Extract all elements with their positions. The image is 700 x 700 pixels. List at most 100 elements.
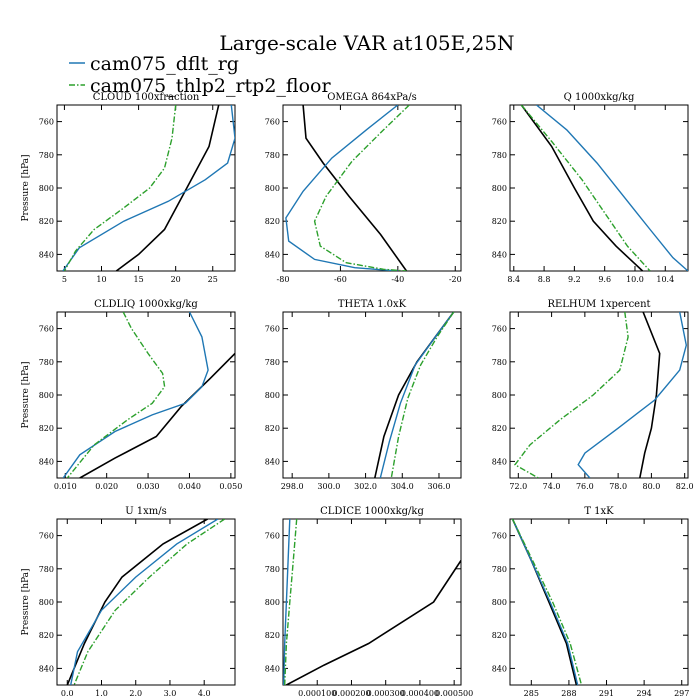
y-tick-label: 800 <box>265 184 280 193</box>
series-line-blue <box>285 105 399 271</box>
series-line-green <box>520 105 651 271</box>
series-line-black <box>66 519 208 685</box>
legend-label-thlp2: cam075_thlp2_rtp2_floor <box>90 75 331 97</box>
x-tick-label: 0.000300 <box>367 689 405 698</box>
x-tick-label: 0.000200 <box>332 689 370 698</box>
series-line-blue <box>577 312 688 478</box>
x-tick-label: 10 <box>96 275 106 284</box>
series-line-green <box>73 519 226 685</box>
x-tick-label: 294 <box>636 689 651 698</box>
y-tick-label: 760 <box>39 325 54 334</box>
panel-title: Q 1000xkg/kg <box>564 92 635 103</box>
panel-frame <box>509 518 689 686</box>
panel-grid: CLOUD 100xfraction 760 780 800 820 840 5 10 15 20… <box>21 92 694 698</box>
y-axis-label: Pressure [hPa] <box>21 568 31 635</box>
y-tick-label: 780 <box>265 358 280 367</box>
x-tick-label: 15 <box>133 275 143 284</box>
y-tick-label: 780 <box>265 151 280 160</box>
x-tick-label: 80.0 <box>642 482 660 491</box>
y-axis-label: Pressure [hPa] <box>21 154 31 221</box>
series-line-blue <box>70 519 219 685</box>
y-tick-label: 820 <box>492 217 507 226</box>
y-tick-label: 760 <box>265 118 280 127</box>
x-tick-label: 306.0 <box>428 482 451 491</box>
panel-6: RELHUM 1xpercent 760 780 800 820 840 72.0 74.0 7… <box>492 299 694 491</box>
series-line-black <box>639 312 661 478</box>
x-tick-label: 8.8 <box>538 275 551 284</box>
series-line-blue <box>379 312 455 478</box>
x-tick-label: 285 <box>524 689 539 698</box>
series-line-green <box>63 105 177 271</box>
y-tick-label: 800 <box>492 598 507 607</box>
y-tick-label: 800 <box>265 391 280 400</box>
x-tick-label: 0.020 <box>95 482 118 491</box>
series-line-green <box>66 312 166 478</box>
y-tick-label: 780 <box>492 358 507 367</box>
series-line-green <box>390 312 455 478</box>
panel-title: OMEGA 864xPa/s <box>327 92 417 103</box>
panel-4: CLDLIQ 1000xkg/kg 760 780 800 820 840 0.010 0.0… <box>21 299 242 491</box>
x-tick-label: 76.0 <box>576 482 594 491</box>
y-tick-label: 820 <box>39 217 54 226</box>
y-tick-label: 840 <box>39 457 54 466</box>
figure-title: Large-scale VAR at105E,25N <box>219 31 514 55</box>
series-line-green <box>313 105 410 271</box>
y-tick-label: 800 <box>39 184 54 193</box>
x-tick-label: 0.000500 <box>435 689 473 698</box>
x-tick-label: 5 <box>62 275 67 284</box>
x-tick-label: 2.0 <box>129 689 142 698</box>
y-tick-label: 780 <box>39 565 54 574</box>
series-line-blue <box>62 312 209 478</box>
y-tick-label: 820 <box>265 424 280 433</box>
panel-title: RELHUM 1xpercent <box>547 299 650 310</box>
y-tick-label: 820 <box>492 424 507 433</box>
x-tick-label: -80 <box>277 275 290 284</box>
panel-frame <box>509 104 689 272</box>
y-tick-label: 800 <box>492 184 507 193</box>
series-line-blue <box>62 105 235 271</box>
panel-1: CLOUD 100xfraction 760 780 800 820 840 5 10 15 20… <box>21 92 236 284</box>
x-tick-label: 4.0 <box>198 689 211 698</box>
series-line-blue <box>536 105 688 271</box>
x-tick-label: 291 <box>599 689 614 698</box>
x-tick-label: 9.2 <box>568 275 581 284</box>
panel-5: THETA 1.0xK 760 780 800 820 840 298.0 300.0 302.… <box>265 299 462 491</box>
x-tick-label: 304.0 <box>391 482 414 491</box>
x-tick-label: 0.000400 <box>401 689 439 698</box>
y-tick-label: 840 <box>492 250 507 259</box>
series-line-black <box>520 105 644 271</box>
panel-frame <box>56 104 236 272</box>
x-tick-label: 10.0 <box>626 275 644 284</box>
x-tick-label: -60 <box>334 275 347 284</box>
y-tick-label: 800 <box>39 391 54 400</box>
y-tick-label: 760 <box>492 532 507 541</box>
panel-frame <box>56 518 236 686</box>
panel-title: CLOUD 100xfraction <box>93 92 200 103</box>
y-tick-label: 760 <box>39 118 54 127</box>
y-tick-label: 780 <box>39 151 54 160</box>
x-tick-label: 74.0 <box>543 482 561 491</box>
x-tick-label: 297 <box>674 689 689 698</box>
x-tick-label: 0.000100 <box>298 689 336 698</box>
panel-title: T 1xK <box>584 506 614 517</box>
x-tick-label: 0.030 <box>137 482 160 491</box>
panel-title: CLDICE 1000xkg/kg <box>320 506 424 517</box>
series-line-green <box>284 519 298 685</box>
series-line-black <box>79 352 235 478</box>
series-line-black <box>511 519 578 685</box>
x-tick-label: 298.0 <box>281 482 304 491</box>
x-tick-label: 78.0 <box>609 482 627 491</box>
y-tick-label: 840 <box>265 664 280 673</box>
x-tick-label: 9.6 <box>598 275 611 284</box>
panel-2: OMEGA 864xPa/s 760 780 800 820 840 -80 -60 -40 -2… <box>265 92 462 284</box>
y-tick-label: 800 <box>492 391 507 400</box>
legend-label-dflt: cam075_dflt_rg <box>90 53 239 75</box>
x-tick-label: 3.0 <box>164 689 177 698</box>
y-tick-label: 800 <box>265 598 280 607</box>
panel-frame <box>282 104 462 272</box>
y-tick-label: 780 <box>265 565 280 574</box>
panel-9: T 1xK 760 780 800 820 840 285 288 291 294 297 <box>492 506 690 698</box>
series-line-green <box>513 312 629 478</box>
x-tick-label: 288 <box>561 689 576 698</box>
